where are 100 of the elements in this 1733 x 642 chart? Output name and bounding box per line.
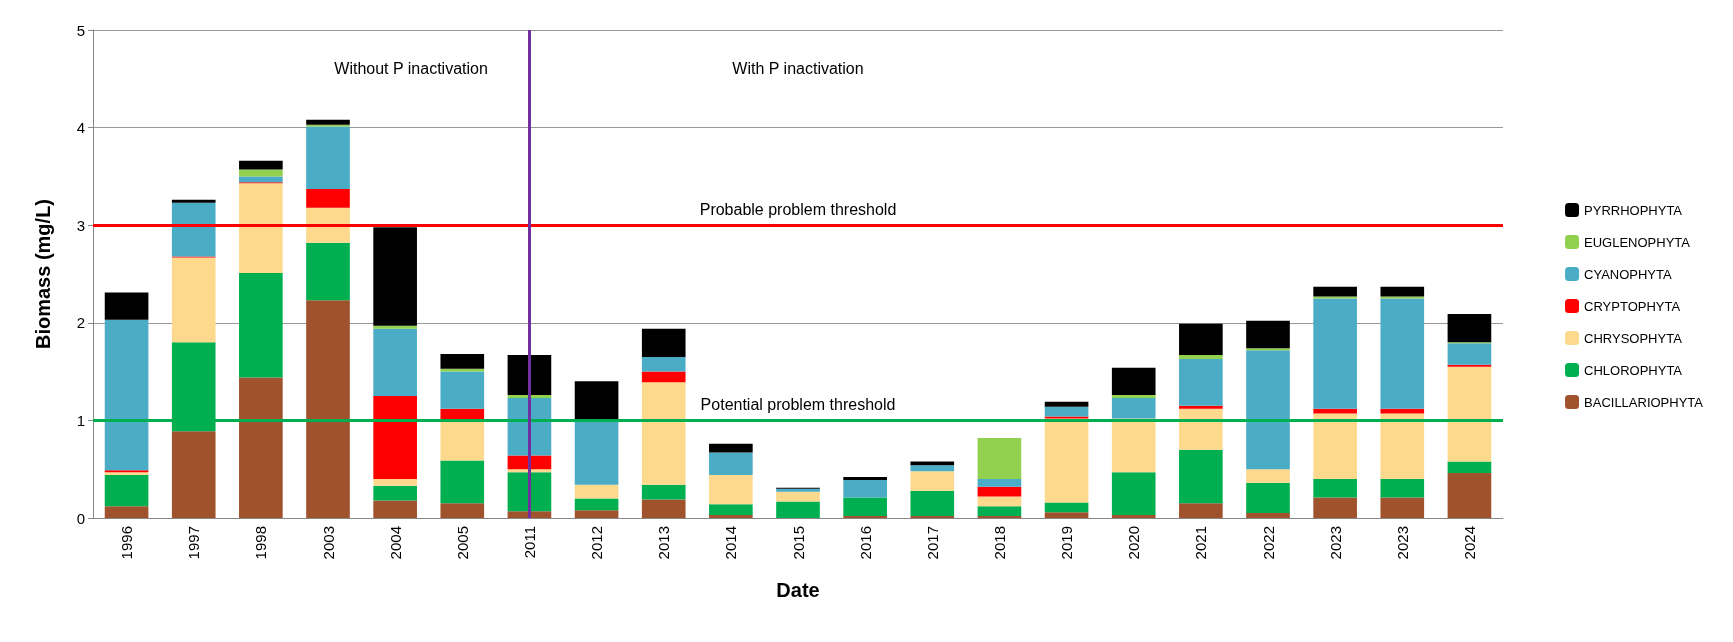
bar bbox=[843, 479, 887, 498]
bar bbox=[306, 207, 350, 243]
bar bbox=[171, 199, 216, 203]
y-tick-label: 5 bbox=[76, 21, 85, 39]
bar bbox=[910, 465, 955, 472]
x-tick-label: 2021 bbox=[1192, 526, 1210, 560]
y-tick-label: 3 bbox=[76, 216, 85, 234]
bar bbox=[440, 503, 485, 518]
bar bbox=[776, 491, 820, 502]
bar bbox=[1111, 472, 1156, 516]
bar bbox=[1313, 298, 1357, 409]
bar bbox=[239, 160, 283, 170]
y-tick-label: 1 bbox=[76, 411, 85, 429]
legend-label: CHRYSOPHYTA bbox=[1584, 330, 1683, 346]
x-tick-label: 2003 bbox=[319, 526, 337, 560]
bar bbox=[1380, 497, 1425, 518]
y-tick-label: 4 bbox=[76, 119, 85, 137]
bar bbox=[440, 421, 485, 461]
bar bbox=[1246, 469, 1290, 483]
bar bbox=[574, 381, 619, 422]
bar bbox=[1044, 401, 1089, 407]
bar bbox=[1313, 408, 1357, 414]
bar bbox=[1447, 366, 1492, 462]
bar bbox=[239, 273, 283, 378]
bar bbox=[1447, 343, 1492, 365]
bar bbox=[507, 395, 552, 398]
x-tick-label: 1996 bbox=[118, 526, 136, 560]
x-tick-label: 2018 bbox=[990, 526, 1008, 560]
bar bbox=[1246, 320, 1290, 349]
bar bbox=[507, 355, 552, 396]
bar bbox=[977, 506, 1022, 517]
bar bbox=[709, 452, 753, 476]
bar bbox=[709, 475, 753, 505]
bar bbox=[507, 511, 552, 518]
annotation: Without P inactivation bbox=[334, 59, 488, 77]
bar bbox=[1380, 413, 1425, 479]
bar bbox=[104, 319, 149, 471]
x-tick-label: 2011 bbox=[520, 526, 538, 559]
bar bbox=[641, 356, 686, 372]
bar bbox=[1044, 418, 1089, 503]
bar bbox=[1447, 314, 1492, 343]
bar bbox=[977, 496, 1022, 507]
bar bbox=[641, 499, 686, 518]
annotation: With P inactivation bbox=[732, 59, 864, 77]
bar bbox=[1044, 502, 1089, 513]
bar bbox=[239, 377, 283, 518]
bar bbox=[1313, 478, 1357, 498]
bar bbox=[843, 477, 887, 480]
legend-label: CRYPTOPHYTA bbox=[1584, 298, 1681, 314]
bar bbox=[440, 460, 485, 504]
bar bbox=[843, 497, 887, 517]
bar bbox=[373, 478, 417, 486]
bar bbox=[1380, 298, 1425, 409]
bar bbox=[239, 183, 283, 274]
bar bbox=[171, 257, 216, 343]
legend-label: BACILLARIOPHYTA bbox=[1584, 394, 1704, 410]
bar bbox=[709, 504, 753, 516]
bar bbox=[574, 421, 619, 485]
bar bbox=[239, 176, 283, 183]
bar bbox=[641, 484, 686, 500]
bar bbox=[1179, 323, 1223, 356]
bar bbox=[1313, 497, 1357, 518]
bar bbox=[1246, 350, 1290, 470]
bar bbox=[977, 486, 1022, 497]
bar bbox=[306, 300, 350, 518]
x-tick-label: 2023 bbox=[1393, 526, 1411, 560]
bar bbox=[1179, 408, 1223, 450]
bar bbox=[709, 443, 753, 453]
bar bbox=[776, 501, 820, 518]
bar bbox=[1313, 413, 1357, 479]
x-tick-label: 2004 bbox=[386, 526, 404, 560]
bar bbox=[306, 119, 350, 125]
bar bbox=[977, 478, 1022, 487]
bar bbox=[1447, 473, 1492, 518]
bar bbox=[373, 227, 417, 326]
x-tick-label: 2024 bbox=[1460, 526, 1478, 560]
y-tick-label: 2 bbox=[76, 314, 85, 332]
x-tick-label: 2013 bbox=[655, 526, 673, 560]
bar bbox=[1380, 408, 1425, 414]
bar bbox=[1179, 355, 1223, 359]
ref-line-label: Probable problem threshold bbox=[699, 200, 897, 218]
bar bbox=[373, 328, 417, 396]
bar bbox=[641, 371, 686, 383]
x-tick-label: 1998 bbox=[252, 526, 270, 560]
bar bbox=[574, 498, 619, 511]
ref-line-label: Potential problem threshold bbox=[700, 395, 896, 413]
x-tick-label: 2015 bbox=[789, 526, 807, 560]
x-tick-label: 1997 bbox=[185, 526, 203, 560]
bar bbox=[440, 368, 485, 372]
bar bbox=[1044, 406, 1089, 417]
bar bbox=[440, 371, 485, 409]
bar bbox=[373, 396, 417, 479]
bar bbox=[104, 292, 149, 320]
x-tick-label: 2012 bbox=[588, 526, 606, 560]
bar bbox=[910, 461, 955, 466]
bar bbox=[507, 472, 552, 512]
bar bbox=[104, 506, 149, 518]
bar bbox=[977, 437, 1022, 479]
bar bbox=[910, 471, 955, 491]
x-tick-label: 2014 bbox=[722, 526, 740, 560]
